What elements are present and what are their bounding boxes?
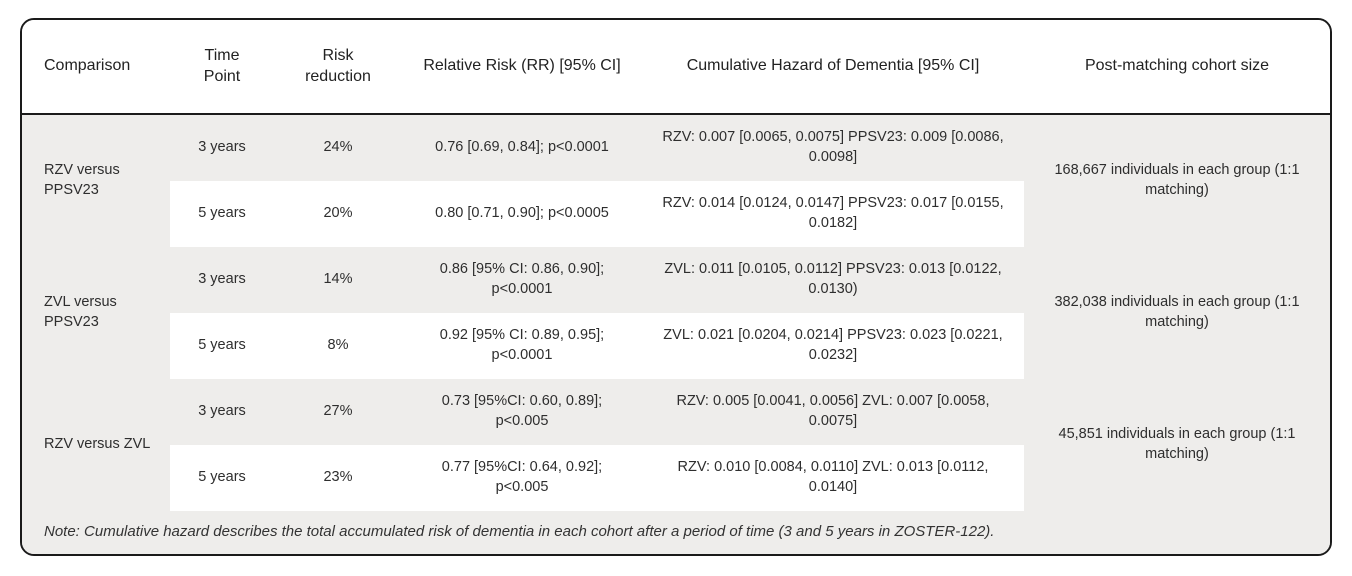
cohort-size-value: 45,851 individuals in each group (1:1 ma… <box>1058 426 1296 462</box>
time-value: 5 years <box>198 469 246 486</box>
hazard-cell: RZV: 0.005 [0.0041, 0.0056] ZVL: 0.007 [… <box>642 379 1024 445</box>
cohort-size-cell: 168,667 individuals in each group (1:1 m… <box>1024 115 1330 247</box>
header-label-comparison: Comparison <box>44 57 131 75</box>
time-cell: 3 years <box>170 115 274 181</box>
hazard-value: RZV: 0.005 [0.0041, 0.0056] ZVL: 0.007 [… <box>676 393 990 429</box>
results-table: Comparison Time Point Risk reduction Rel… <box>22 20 1330 554</box>
relative-risk-cell: 0.92 [95% CI: 0.89, 0.95]; p<0.0001 <box>402 313 642 379</box>
relative-risk-value: 0.92 [95% CI: 0.89, 0.95]; p<0.0001 <box>439 327 605 363</box>
cohort-size-cell: 45,851 individuals in each group (1:1 ma… <box>1024 379 1330 511</box>
header-label-risk-reduction: Risk reduction <box>305 46 371 85</box>
relative-risk-cell: 0.76 [0.69, 0.84]; p<0.0001 <box>402 115 642 181</box>
risk-reduction-cell: 14% <box>274 247 402 313</box>
risk-reduction-value: 8% <box>327 337 349 354</box>
header-cell-risk-reduction: Risk reduction <box>274 20 402 115</box>
time-cell: 5 years <box>170 313 274 379</box>
time-value: 5 years <box>198 205 246 222</box>
risk-reduction-value: 24% <box>323 139 353 156</box>
comparison-cell: RZV versus PPSV23 <box>22 115 170 247</box>
header-label-cumulative-hazard: Cumulative Hazard of Dementia [95% CI] <box>686 57 980 75</box>
risk-reduction-value: 14% <box>323 271 353 288</box>
hazard-cell: RZV: 0.010 [0.0084, 0.0110] ZVL: 0.013 [… <box>642 445 1024 511</box>
hazard-cell: ZVL: 0.011 [0.0105, 0.0112] PPSV23: 0.01… <box>642 247 1024 313</box>
relative-risk-value: 0.80 [0.71, 0.90]; p<0.0005 <box>435 205 609 222</box>
cohort-size-value: 382,038 individuals in each group (1:1 m… <box>1054 294 1300 330</box>
hazard-value: RZV: 0.007 [0.0065, 0.0075] PPSV23: 0.00… <box>662 129 1004 165</box>
comparison-cell: RZV versus ZVL <box>22 379 170 511</box>
risk-reduction-cell: 27% <box>274 379 402 445</box>
relative-risk-value: 0.77 [95%CI: 0.64, 0.92]; p<0.005 <box>441 459 603 495</box>
comparison-label: RZV versus ZVL <box>44 436 151 453</box>
header-cell-cumulative-hazard: Cumulative Hazard of Dementia [95% CI] <box>642 20 1024 115</box>
hazard-cell: RZV: 0.007 [0.0065, 0.0075] PPSV23: 0.00… <box>642 115 1024 181</box>
risk-reduction-cell: 20% <box>274 181 402 247</box>
header-cell-time-point: Time Point <box>170 20 274 115</box>
relative-risk-cell: 0.73 [95%CI: 0.60, 0.89]; p<0.005 <box>402 379 642 445</box>
relative-risk-value: 0.76 [0.69, 0.84]; p<0.0001 <box>435 139 609 156</box>
time-value: 3 years <box>198 271 246 288</box>
hazard-cell: RZV: 0.014 [0.0124, 0.0147] PPSV23: 0.01… <box>642 181 1024 247</box>
relative-risk-value: 0.73 [95%CI: 0.60, 0.89]; p<0.005 <box>441 393 603 429</box>
risk-reduction-cell: 8% <box>274 313 402 379</box>
header-label-relative-risk: Relative Risk (RR) [95% CI] <box>423 57 621 75</box>
risk-reduction-value: 20% <box>323 205 353 222</box>
header-label-cohort-size: Post-matching cohort size <box>1084 57 1270 75</box>
cohort-size-value: 168,667 individuals in each group (1:1 m… <box>1054 162 1300 198</box>
hazard-value: ZVL: 0.011 [0.0105, 0.0112] PPSV23: 0.01… <box>664 261 1002 297</box>
time-value: 3 years <box>198 139 246 156</box>
hazard-value: ZVL: 0.021 [0.0204, 0.0214] PPSV23: 0.02… <box>663 327 1003 363</box>
results-table-card: Comparison Time Point Risk reduction Rel… <box>20 18 1332 556</box>
header-label-time-point: Time Point <box>203 46 241 85</box>
comparison-label: RZV versus PPSV23 <box>44 162 120 198</box>
risk-reduction-cell: 23% <box>274 445 402 511</box>
header-cell-cohort-size: Post-matching cohort size <box>1024 20 1330 115</box>
risk-reduction-value: 23% <box>323 469 353 486</box>
relative-risk-cell: 0.77 [95%CI: 0.64, 0.92]; p<0.005 <box>402 445 642 511</box>
header-cell-relative-risk: Relative Risk (RR) [95% CI] <box>402 20 642 115</box>
header-cell-comparison: Comparison <box>22 20 170 115</box>
time-value: 5 years <box>198 337 246 354</box>
relative-risk-value: 0.86 [95% CI: 0.86, 0.90]; p<0.0001 <box>439 261 605 297</box>
risk-reduction-value: 27% <box>323 403 353 420</box>
relative-risk-cell: 0.80 [0.71, 0.90]; p<0.0005 <box>402 181 642 247</box>
hazard-value: RZV: 0.014 [0.0124, 0.0147] PPSV23: 0.01… <box>662 195 1004 231</box>
hazard-cell: ZVL: 0.021 [0.0204, 0.0214] PPSV23: 0.02… <box>642 313 1024 379</box>
time-cell: 5 years <box>170 181 274 247</box>
relative-risk-cell: 0.86 [95% CI: 0.86, 0.90]; p<0.0001 <box>402 247 642 313</box>
hazard-value: RZV: 0.010 [0.0084, 0.0110] ZVL: 0.013 [… <box>677 459 989 495</box>
risk-reduction-cell: 24% <box>274 115 402 181</box>
comparison-cell: ZVL versus PPSV23 <box>22 247 170 379</box>
time-value: 3 years <box>198 403 246 420</box>
table-note: Note: Cumulative hazard describes the to… <box>22 511 1330 554</box>
cohort-size-cell: 382,038 individuals in each group (1:1 m… <box>1024 247 1330 379</box>
table-note-text: Note: Cumulative hazard describes the to… <box>44 523 995 541</box>
time-cell: 5 years <box>170 445 274 511</box>
time-cell: 3 years <box>170 247 274 313</box>
time-cell: 3 years <box>170 379 274 445</box>
comparison-label: ZVL versus PPSV23 <box>44 294 117 330</box>
